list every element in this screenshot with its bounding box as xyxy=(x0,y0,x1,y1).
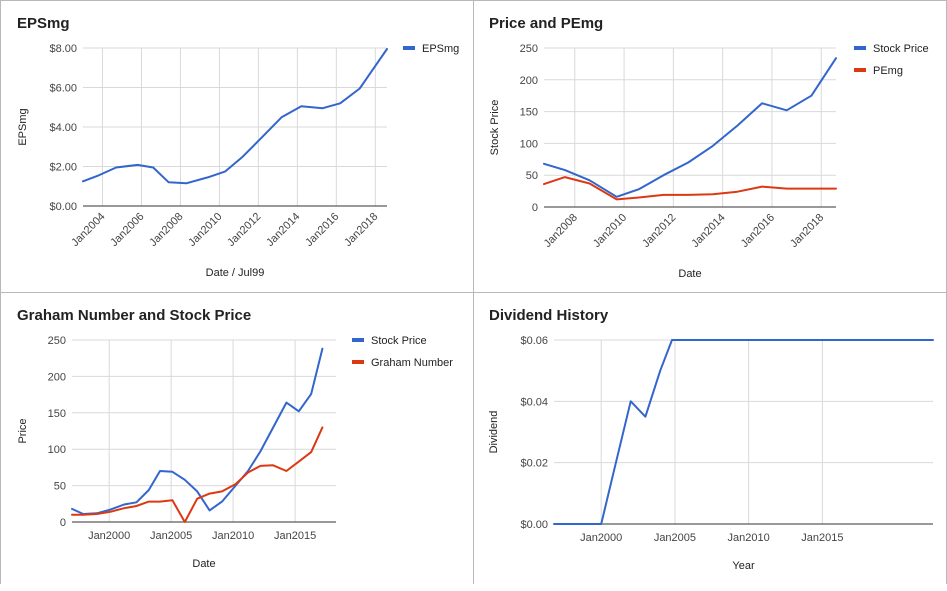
page-bottom-strip xyxy=(0,584,947,591)
y-tick-label: $0.06 xyxy=(520,335,548,347)
x-axis-title: Date / Jul99 xyxy=(206,267,265,279)
x-tick-label: Jan2005 xyxy=(654,532,696,544)
y-tick-label: 50 xyxy=(526,170,538,182)
x-tick-label: Jan2010 xyxy=(728,532,770,544)
chart-title: Dividend History xyxy=(489,307,609,324)
x-tick-label: Jan2010 xyxy=(186,211,224,249)
series-line-graham-number xyxy=(71,426,324,523)
legend-swatch-graham-number xyxy=(352,360,364,364)
y-tick-label: 250 xyxy=(48,335,66,347)
series-line-stock-price xyxy=(543,57,837,198)
legend-swatch-pemg xyxy=(854,68,866,72)
dividend-history-chart: Dividend History $0.00 $0.02 $0.04 $0.06 Jan… xyxy=(488,307,934,572)
series-line-dividend xyxy=(553,339,934,525)
x-tick-label: Jan2005 xyxy=(150,530,192,542)
y-tick-label: 150 xyxy=(48,408,66,420)
chart-panel-price-pemg: Price and PEmg 0 50 100 150 200 250 Jan2008 Jan… xyxy=(473,0,947,293)
series-line-stock-price xyxy=(71,347,324,515)
y-tick-label: 0 xyxy=(60,517,66,529)
y-tick-label: $0.04 xyxy=(520,396,548,408)
legend-label-epsmg: EPSmg xyxy=(422,43,459,55)
x-tick-label: Jan2015 xyxy=(274,530,316,542)
legend-label-stock-price: Stock Price xyxy=(873,43,929,55)
x-tick-label: Jan2006 xyxy=(108,211,146,249)
x-tick-label: Jan2012 xyxy=(640,212,678,250)
legend-label-graham-number: Graham Number xyxy=(371,357,453,369)
graham-number-chart: Graham Number and Stock Price 0 50 100 150 2… xyxy=(17,307,453,570)
x-tick-label: Jan2010 xyxy=(212,530,254,542)
y-tick-label: $2.00 xyxy=(49,162,77,174)
x-tick-label: Jan2010 xyxy=(591,212,629,250)
y-axis-title: Stock Price xyxy=(489,100,501,156)
y-tick-label: 50 xyxy=(54,481,66,493)
x-axis-title: Date xyxy=(192,558,215,570)
y-tick-label: 200 xyxy=(520,75,538,87)
x-axis-title: Year xyxy=(732,560,755,572)
chart-panel-graham-number: Graham Number and Stock Price 0 50 100 150 2… xyxy=(0,292,474,585)
x-tick-label: Jan2004 xyxy=(69,211,107,249)
y-tick-label: 100 xyxy=(520,138,538,150)
legend-swatch-stock-price xyxy=(854,46,866,50)
series-line-pemg xyxy=(543,176,837,201)
x-axis-title: Date xyxy=(678,268,701,280)
legend-label-pemg: PEmg xyxy=(873,65,903,77)
y-tick-label: 100 xyxy=(48,444,66,456)
price-pemg-chart: Price and PEmg 0 50 100 150 200 250 Jan2008 Jan… xyxy=(489,15,929,280)
x-tick-label: Jan2014 xyxy=(264,211,302,249)
x-tick-label: Jan2016 xyxy=(739,212,777,250)
y-axis-title: EPSmg xyxy=(17,108,29,145)
x-tick-label: Jan2016 xyxy=(303,211,341,249)
y-tick-label: 200 xyxy=(48,371,66,383)
chart-panel-dividend-history: Dividend History $0.00 $0.02 $0.04 $0.06 Jan… xyxy=(473,292,947,585)
chart-panel-epsmg: EPSmg $0.00 $2.00 $4.00 $6.00 $8.00 Jan2004 Ja… xyxy=(0,0,474,293)
legend-swatch-epsmg xyxy=(403,46,415,50)
y-tick-label: $8.00 xyxy=(49,43,77,55)
x-tick-label: Jan2018 xyxy=(788,212,826,250)
x-tick-label: Jan2000 xyxy=(88,530,130,542)
y-tick-label: 250 xyxy=(520,43,538,55)
series-line-epsmg xyxy=(82,48,388,185)
y-tick-label: $6.00 xyxy=(49,83,77,95)
x-tick-label: Jan2012 xyxy=(225,211,263,249)
y-axis-title: Dividend xyxy=(488,411,500,454)
legend-swatch-stock-price xyxy=(352,338,364,342)
x-tick-label: Jan2018 xyxy=(342,211,380,249)
y-tick-label: $0.00 xyxy=(49,201,77,213)
chart-title: Price and PEmg xyxy=(489,15,603,32)
x-tick-label: Jan2014 xyxy=(689,212,727,250)
y-tick-label: 0 xyxy=(532,202,538,214)
legend-label-stock-price: Stock Price xyxy=(371,335,427,347)
x-tick-label: Jan2008 xyxy=(147,211,185,249)
y-tick-label: $0.02 xyxy=(520,458,548,470)
y-tick-label: $4.00 xyxy=(49,122,77,134)
y-tick-label: 150 xyxy=(520,107,538,119)
x-tick-label: Jan2008 xyxy=(542,212,580,250)
y-tick-label: $0.00 xyxy=(520,519,548,531)
chart-title: Graham Number and Stock Price xyxy=(17,307,251,324)
chart-title: EPSmg xyxy=(17,15,70,32)
x-tick-label: Jan2000 xyxy=(580,532,622,544)
x-tick-label: Jan2015 xyxy=(801,532,843,544)
y-axis-title: Price xyxy=(17,418,29,443)
